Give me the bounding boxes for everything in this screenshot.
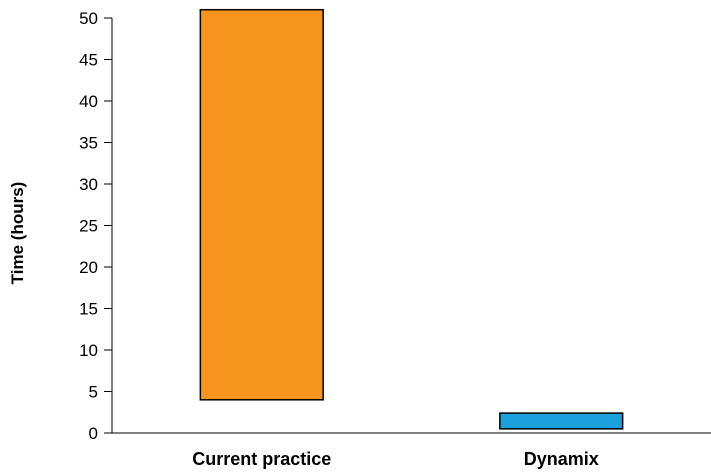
y-tick-label: 15 — [79, 300, 98, 319]
x-category-label: Current practice — [192, 449, 331, 469]
bars-group — [199, 8, 624, 430]
bar-dynamix — [499, 412, 624, 430]
y-tick-label: 35 — [79, 134, 98, 153]
x-category-label: Dynamix — [524, 449, 599, 469]
y-tick-label: 5 — [89, 383, 98, 402]
y-tick-label: 20 — [79, 258, 98, 277]
y-tick-label: 0 — [89, 424, 98, 443]
y-axis: 0 5 10 15 20 25 30 35 40 45 50 — [79, 9, 112, 443]
y-tick-label: 10 — [79, 341, 98, 360]
y-tick-label: 50 — [79, 9, 98, 28]
y-tick-label: 40 — [79, 92, 98, 111]
y-tick-label: 30 — [79, 175, 98, 194]
x-axis-labels: Current practice Dynamix — [192, 449, 599, 469]
bar-current-practice — [199, 8, 324, 401]
y-tick-label: 45 — [79, 51, 98, 70]
y-axis-title: Time (hours) — [8, 182, 27, 285]
y-tick-label: 25 — [79, 217, 98, 236]
